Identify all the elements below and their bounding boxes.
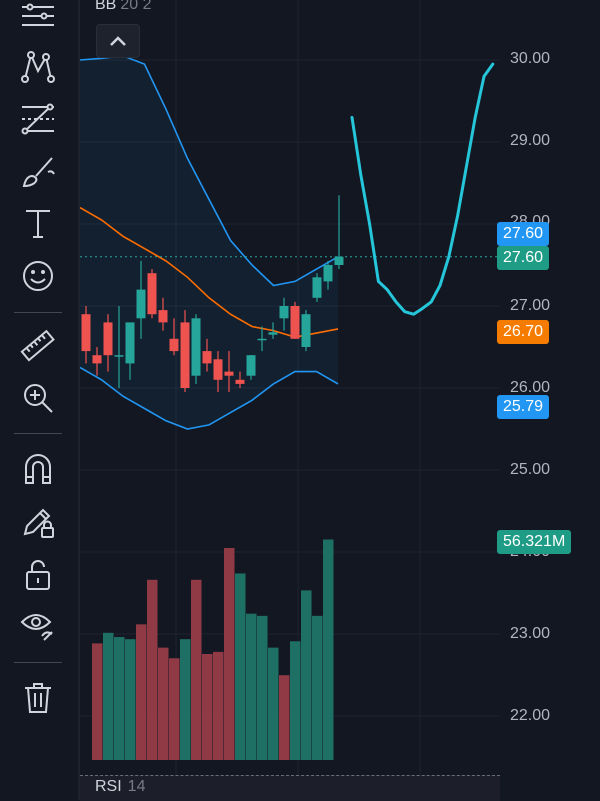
candle-body — [125, 322, 135, 364]
collapse-legend-button[interactable] — [96, 24, 140, 58]
bollinger-lower-line — [80, 366, 339, 430]
candle-body — [191, 318, 201, 376]
emoji-icon[interactable] — [13, 254, 63, 298]
ruler-icon[interactable] — [13, 324, 63, 368]
volume-bar — [202, 654, 213, 760]
lock-drawing-icon[interactable] — [13, 500, 63, 544]
pattern-tool-icon[interactable] — [13, 45, 63, 89]
text-tool-icon[interactable] — [13, 202, 63, 246]
volume-bar — [125, 639, 136, 760]
brush-icon[interactable] — [13, 150, 63, 194]
volume-bar — [191, 579, 202, 760]
candle-body — [169, 338, 179, 352]
volume-bar — [301, 590, 312, 760]
candle-body — [158, 310, 168, 323]
unlock-icon[interactable] — [13, 553, 63, 597]
zoom-in-icon[interactable] — [13, 376, 63, 420]
axis-label: 22.00 — [510, 707, 551, 724]
price-chart[interactable] — [80, 0, 600, 800]
volume-bar — [257, 615, 268, 760]
axis-label: 29.00 — [510, 132, 551, 149]
volume-bar — [180, 639, 191, 760]
candle-body — [114, 355, 124, 357]
candle-body — [103, 322, 113, 356]
candle-body — [334, 256, 344, 265]
toolbar-separator — [14, 662, 62, 663]
candle-body — [92, 355, 102, 364]
volume-bar — [224, 548, 235, 760]
axis-label: 27.00 — [510, 297, 551, 314]
volume-bar — [103, 632, 114, 760]
volume-tag: 56.321M — [497, 530, 572, 554]
candle-body — [202, 351, 212, 364]
candle-body — [323, 265, 333, 282]
candle-body — [136, 289, 146, 319]
magnet-icon[interactable] — [13, 448, 63, 492]
candle-body — [180, 322, 190, 388]
volume-bar — [268, 647, 279, 760]
axis-label: 30.00 — [510, 50, 551, 67]
toolbar-separator — [14, 312, 62, 313]
candle-body — [246, 355, 256, 376]
eye-icon[interactable] — [13, 603, 63, 647]
axis-label: 23.00 — [510, 625, 551, 642]
candle-body — [213, 359, 223, 380]
volume-bar — [279, 675, 290, 760]
candle-body — [279, 306, 289, 319]
rsi-pane[interactable] — [80, 775, 500, 801]
candle-body — [290, 306, 300, 339]
drawing-toolbar — [0, 0, 78, 800]
volume-bar — [147, 579, 158, 760]
candle-body — [268, 332, 278, 335]
drawn-curve — [350, 62, 495, 316]
volume-bar — [136, 624, 147, 760]
rsi-name: RSI — [95, 778, 122, 795]
chevron-up-icon — [110, 36, 126, 46]
lower-band-tag: 25.79 — [497, 395, 550, 419]
toolbar-divider — [78, 0, 80, 800]
candle-body — [301, 314, 311, 347]
volume-bar — [92, 643, 103, 760]
volume-bar — [235, 573, 246, 760]
candle-body — [312, 277, 322, 298]
candle-body — [147, 273, 157, 315]
bollinger-legend[interactable]: BB 20 2 — [95, 0, 151, 14]
candle-body — [81, 314, 91, 352]
middle-band-tag: 26.70 — [497, 320, 550, 344]
indicator-params: 20 2 — [120, 0, 152, 13]
volume-bar — [323, 539, 334, 760]
volume-bar — [312, 615, 323, 760]
candle-body — [224, 371, 234, 376]
upper-band-tag: 27.60 — [497, 222, 550, 246]
rsi-legend[interactable]: RSI 14 — [95, 778, 145, 796]
toolbar-separator — [14, 433, 62, 434]
indicator-name: BB — [95, 0, 117, 13]
rsi-params: 14 — [127, 778, 146, 795]
candle-body — [235, 379, 245, 384]
axis-label: 26.00 — [510, 379, 551, 396]
volume-bar — [114, 637, 125, 760]
menu-lines-icon[interactable] — [13, 0, 63, 38]
candle-body — [257, 338, 267, 341]
fib-tool-icon[interactable] — [13, 97, 63, 141]
volume-bar — [169, 658, 180, 760]
axis-label: 25.00 — [510, 461, 551, 478]
last-price-tag: 27.60 — [497, 246, 550, 270]
volume-bar — [213, 651, 224, 760]
trash-icon[interactable] — [13, 676, 63, 720]
volume-bar — [158, 647, 169, 760]
volume-bar — [290, 641, 301, 760]
volume-bar — [246, 613, 257, 760]
